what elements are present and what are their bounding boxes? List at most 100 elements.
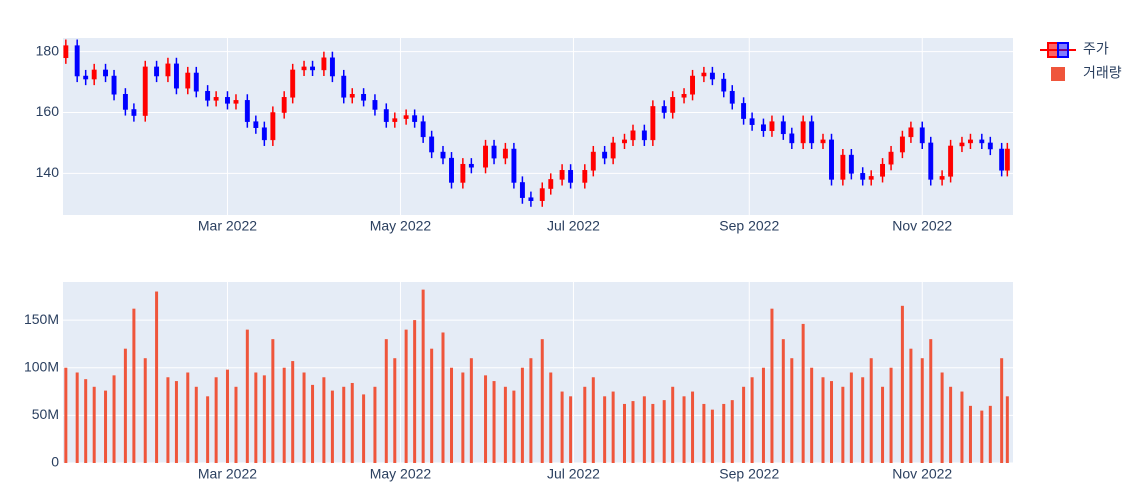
- candle-body: [142, 66, 148, 116]
- plot-background: [63, 38, 1013, 215]
- x-tick-label: May 2022: [370, 466, 432, 482]
- candle-body: [641, 130, 647, 141]
- volume-bar: [682, 396, 686, 463]
- candle-body: [261, 127, 267, 141]
- candle-body: [610, 142, 616, 159]
- candle-body: [868, 176, 874, 180]
- volume-bar: [384, 339, 388, 463]
- candle-body: [919, 127, 925, 144]
- candle-body: [582, 170, 588, 183]
- volume-bar: [104, 390, 108, 463]
- candle-body: [987, 142, 993, 150]
- volume-bar: [393, 358, 397, 463]
- candle-body: [661, 106, 667, 113]
- x-tick-label: Sep 2022: [719, 466, 779, 482]
- volume-bar: [342, 386, 346, 463]
- volume-bar: [322, 377, 326, 463]
- candle-body: [800, 121, 806, 144]
- volume-bar: [710, 409, 714, 463]
- volume-bar: [810, 367, 814, 463]
- x-tick-label: Sep 2022: [719, 218, 779, 234]
- volume-bar: [781, 339, 785, 463]
- volume-bar: [143, 358, 147, 463]
- volume-bar: [909, 348, 913, 463]
- volume-bar: [549, 372, 553, 463]
- volume-bar: [841, 386, 845, 463]
- volume-bar: [1000, 358, 1004, 463]
- volume-bar: [529, 358, 533, 463]
- volume-bar: [350, 382, 354, 463]
- volume-bar: [662, 400, 666, 463]
- plot-background: [63, 282, 1013, 463]
- candle-body: [91, 69, 97, 80]
- candle-body: [429, 136, 435, 153]
- volume-bar: [980, 410, 984, 463]
- candle-body: [559, 170, 565, 180]
- volume-bar: [540, 339, 544, 463]
- candle-body: [349, 94, 355, 98]
- y-tick-label: 180: [36, 42, 60, 58]
- candle-body: [979, 139, 985, 144]
- volume-bar: [225, 369, 229, 463]
- volume-bar: [92, 386, 96, 463]
- volume-bar: [790, 358, 794, 463]
- candle-body: [205, 90, 211, 101]
- volume-bar: [330, 390, 334, 463]
- volume-bar: [591, 377, 595, 463]
- candle-body: [420, 121, 426, 138]
- volume-bar: [830, 381, 834, 463]
- volume-bar: [742, 386, 746, 463]
- volume-bar: [421, 289, 425, 463]
- candle-body: [290, 69, 296, 98]
- volume-bar: [631, 401, 635, 463]
- volume-bar: [1005, 396, 1009, 463]
- volume-bar: [404, 329, 408, 463]
- candle-body: [301, 66, 307, 71]
- candle-body: [468, 163, 474, 168]
- candle-body: [999, 148, 1005, 171]
- candle-body: [848, 154, 854, 174]
- candle-body: [225, 97, 230, 104]
- x-tick-label: Mar 2022: [198, 218, 257, 234]
- candle-body: [780, 121, 786, 135]
- volume-bar: [869, 358, 873, 463]
- candle-body: [789, 133, 795, 144]
- volume-bar: [988, 405, 992, 463]
- candle-body: [809, 121, 815, 144]
- candle-body: [403, 115, 409, 119]
- volume-bar: [84, 379, 88, 463]
- volume-bar: [611, 391, 615, 463]
- candle-body: [729, 90, 735, 104]
- volume-bar: [484, 375, 488, 463]
- volume-bar: [730, 400, 734, 463]
- volume-bar: [849, 372, 853, 463]
- candle-body: [670, 97, 676, 113]
- y-tick-label: 0: [51, 454, 59, 470]
- legend-label: 거래량: [1083, 65, 1122, 81]
- candle-body: [491, 145, 497, 159]
- volume-bar: [503, 386, 507, 463]
- candle-body: [840, 154, 846, 180]
- volume-bar: [64, 367, 68, 463]
- legend-icon: [1057, 42, 1069, 58]
- volume-bar: [881, 386, 885, 463]
- candle-body: [539, 188, 545, 201]
- volume-bar: [583, 386, 587, 463]
- x-tick-label: Jul 2022: [547, 466, 600, 482]
- candle-body: [548, 179, 554, 189]
- candle-body: [361, 94, 367, 101]
- volume-bar: [770, 308, 774, 463]
- candle-body: [528, 197, 534, 201]
- candle-body: [602, 151, 608, 159]
- candle-body: [281, 97, 287, 113]
- candle-body: [392, 118, 398, 122]
- candle-body: [233, 100, 239, 104]
- candle-body: [622, 139, 627, 144]
- volume-bar: [430, 348, 434, 463]
- candle-body: [829, 139, 834, 180]
- candle-body: [948, 145, 954, 177]
- candle-body: [519, 182, 525, 198]
- candle-body: [131, 109, 137, 116]
- volume-bar: [492, 381, 496, 463]
